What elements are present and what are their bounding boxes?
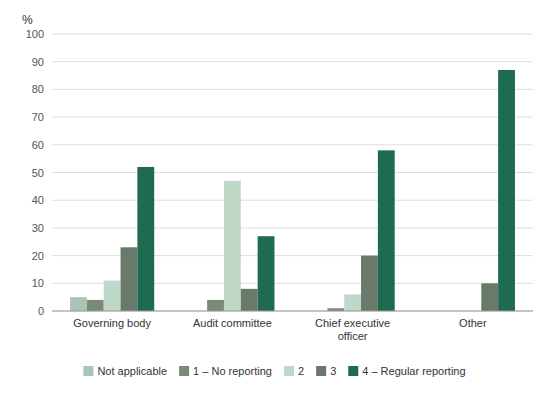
legend-label: 2 <box>298 365 304 377</box>
x-tick-label-line: officer <box>338 330 368 342</box>
y-tick-label: 30 <box>32 222 44 234</box>
bar <box>137 167 154 311</box>
bar <box>378 150 395 311</box>
bar <box>344 294 361 311</box>
legend: Not applicable 1 – No reporting 2 3 4 – Regu… <box>83 365 465 377</box>
bar <box>241 289 258 311</box>
legend-swatch <box>348 366 358 376</box>
y-tick-label: 0 <box>38 305 44 317</box>
grid-line <box>52 144 533 145</box>
legend-item: Not applicable <box>83 365 167 377</box>
grid-line <box>52 61 533 62</box>
y-tick-label: 100 <box>26 28 44 40</box>
legend-swatch <box>316 366 326 376</box>
bar <box>70 297 87 311</box>
bar <box>361 256 378 311</box>
x-tick-label-line: Audit committee <box>193 317 272 329</box>
y-tick-label: 10 <box>32 277 44 289</box>
bars <box>70 70 515 311</box>
grid-line <box>52 89 533 90</box>
bar <box>207 300 224 311</box>
bar <box>481 283 498 311</box>
x-tick-label: Governing body <box>73 317 151 329</box>
x-tick-label-line: Governing body <box>73 317 151 329</box>
legend-item: 2 <box>284 365 304 377</box>
bar <box>224 181 241 311</box>
grid-line <box>52 172 533 173</box>
y-tick-label: 80 <box>32 83 44 95</box>
y-axis-label: % <box>22 13 33 27</box>
bar <box>498 70 515 311</box>
legend-label: 4 – Regular reporting <box>362 365 465 377</box>
legend-label: 1 – No reporting <box>193 365 272 377</box>
legend-label: 3 <box>330 365 336 377</box>
y-tick-label: 60 <box>32 139 44 151</box>
x-tick-label: Chief executiveofficer <box>315 317 390 342</box>
bar <box>87 300 104 311</box>
bar <box>121 247 138 311</box>
y-tick-label: 70 <box>32 111 44 123</box>
grid-line <box>52 34 533 35</box>
grid-line <box>52 117 533 118</box>
grid <box>52 34 533 311</box>
legend-swatch <box>284 366 294 376</box>
grid-line <box>52 200 533 201</box>
y-tick-label: 90 <box>32 56 44 68</box>
legend-swatch <box>83 366 93 376</box>
x-tick-label-line: Other <box>459 317 487 329</box>
x-tick-label: Other <box>459 317 487 329</box>
x-tick-label-line: Chief executive <box>315 317 390 329</box>
grid-line <box>52 227 533 228</box>
x-tick-label: Audit committee <box>193 317 272 329</box>
chart: 0 10 20 30 40 50 60 70 80 90 100% Governing body Aud… <box>0 0 549 403</box>
bar <box>258 236 275 311</box>
legend-item: 4 – Regular reporting <box>348 365 465 377</box>
grid-line <box>52 311 533 312</box>
y-tick-label: 40 <box>32 194 44 206</box>
legend-swatch <box>179 366 189 376</box>
legend-item: 1 – No reporting <box>179 365 272 377</box>
x-axis-line <box>52 311 533 312</box>
legend-label: Not applicable <box>97 365 167 377</box>
legend-item: 3 <box>316 365 336 377</box>
y-tick-label: 20 <box>32 250 44 262</box>
bar <box>104 281 121 311</box>
y-tick-label: 50 <box>32 167 44 179</box>
